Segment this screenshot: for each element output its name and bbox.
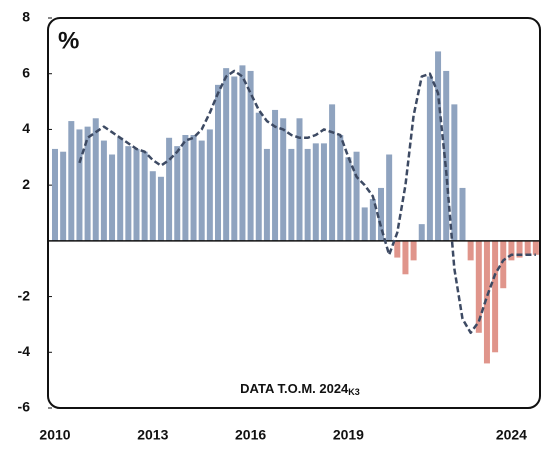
bar (353, 151, 360, 241)
bar (426, 76, 433, 241)
bar (451, 104, 458, 241)
bar (174, 146, 181, 241)
bar (296, 118, 303, 241)
bar (263, 148, 270, 241)
y-tick-label: 2 (22, 176, 30, 192)
bar (312, 143, 319, 241)
bar (149, 171, 156, 241)
x-tick-label: 2019 (333, 427, 364, 443)
bar (435, 51, 442, 241)
bar (84, 126, 91, 241)
bar (215, 84, 221, 241)
bar (459, 187, 466, 241)
bar (125, 146, 132, 241)
unit-label: % (58, 27, 79, 54)
bar (141, 151, 148, 241)
bar (378, 187, 384, 241)
annotation: DATA T.O.M. 2024K3 (240, 381, 360, 397)
bar (206, 129, 213, 241)
bar (361, 207, 368, 241)
x-tick-label: 2024 (496, 427, 527, 443)
bar (223, 68, 230, 241)
bar (109, 154, 116, 241)
x-tick-label: 2013 (137, 427, 168, 443)
bar (100, 140, 107, 241)
y-tick-label: 4 (22, 120, 30, 136)
bar (133, 148, 140, 241)
y-tick-label: -2 (18, 287, 31, 303)
bar (304, 148, 311, 241)
bar (166, 137, 173, 241)
bar (272, 109, 279, 241)
bar (508, 240, 515, 261)
bar (92, 118, 99, 241)
bar (516, 240, 523, 258)
bar (198, 140, 205, 241)
bar (410, 240, 417, 261)
bar (467, 240, 474, 261)
bar (524, 240, 531, 255)
bar (394, 240, 401, 258)
bar (483, 240, 490, 364)
y-tick-label: 6 (22, 64, 30, 80)
bar (157, 176, 164, 241)
plot-frame (47, 17, 541, 409)
bar (255, 112, 262, 241)
trend-line (78, 69, 536, 335)
bar (402, 240, 409, 275)
bar (492, 240, 499, 353)
bar (369, 199, 376, 241)
bar (532, 240, 539, 255)
bar (247, 70, 254, 241)
bar (280, 118, 287, 241)
bar (345, 157, 352, 241)
bar (386, 154, 393, 241)
bar (68, 121, 75, 241)
bar (239, 65, 246, 241)
bar (500, 240, 507, 289)
bar (443, 70, 450, 241)
bar (190, 135, 197, 241)
bar (288, 148, 295, 241)
bar (475, 240, 482, 333)
y-tick-label: 8 (22, 9, 30, 25)
bar (52, 148, 58, 241)
x-tick-label: 2010 (39, 427, 70, 443)
bar (117, 137, 124, 241)
bar (329, 104, 336, 241)
annotation-sub: K3 (348, 387, 360, 397)
bar (337, 135, 344, 241)
bar (60, 151, 67, 241)
annotation-main: DATA T.O.M. 2024 (240, 381, 349, 396)
y-tick-label: -4 (18, 343, 31, 359)
bar (76, 129, 83, 241)
bar (182, 135, 189, 241)
bar (320, 143, 327, 241)
bar (418, 224, 425, 241)
bar (231, 76, 238, 241)
x-tick-label: 2016 (235, 427, 266, 443)
y-tick-label: -6 (18, 399, 31, 415)
